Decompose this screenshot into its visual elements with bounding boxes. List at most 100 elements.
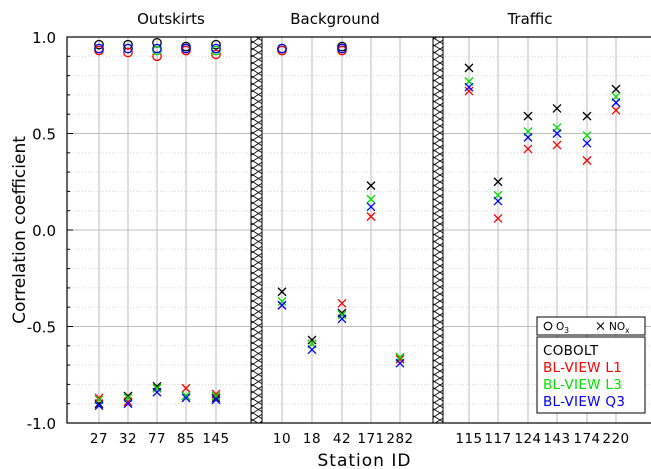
legend-series-label: BL-VIEW L1	[543, 360, 622, 376]
nox-point	[337, 314, 347, 324]
x-tick-label: 282	[386, 431, 413, 447]
o3-point	[152, 37, 162, 48]
nox-point	[366, 194, 376, 204]
nox-point	[307, 335, 317, 345]
x-axis-label: Station ID	[318, 451, 412, 469]
nox-point	[152, 383, 162, 393]
legend-nox-label: NOx	[609, 321, 630, 335]
o3-point	[181, 43, 191, 54]
nox-point	[181, 391, 191, 401]
nox-point	[464, 82, 474, 92]
x-tick-label: 117	[484, 431, 511, 447]
o3-point	[211, 43, 221, 54]
nox-point	[211, 393, 221, 403]
nox-point	[582, 156, 592, 165]
o3-point	[211, 39, 221, 50]
nox-point	[493, 177, 503, 187]
nox-point	[277, 287, 287, 297]
group-separator	[432, 36, 444, 424]
nox-point	[523, 132, 533, 142]
nox-point	[211, 395, 221, 405]
nox-point	[94, 401, 104, 411]
nox-point	[123, 399, 133, 409]
nox-point	[523, 111, 533, 121]
nox-point	[366, 212, 376, 221]
nox-point	[307, 345, 317, 355]
o3-point	[94, 43, 104, 54]
o3-point	[123, 39, 133, 50]
o3-point	[211, 49, 221, 60]
nox-point	[94, 393, 104, 403]
nox-point	[366, 202, 376, 212]
legend-o3-marker	[543, 321, 553, 331]
nox-point	[493, 196, 503, 206]
x-tick-label: 171	[357, 431, 384, 447]
legend-series-label: BL-VIEW Q3	[543, 394, 625, 410]
o3-point	[123, 47, 133, 58]
nox-point	[277, 296, 287, 306]
x-tick-label: 145	[202, 431, 229, 447]
x-tick-label: 85	[177, 431, 195, 447]
plot-frame	[66, 36, 651, 424]
x-tick-label: 115	[455, 431, 482, 447]
nox-point	[395, 354, 405, 364]
nox-point	[611, 98, 621, 108]
nox-point	[123, 397, 133, 407]
o3-point	[277, 43, 287, 54]
nox-point	[337, 310, 347, 320]
nox-point	[582, 138, 592, 148]
nox-point	[611, 84, 621, 94]
y-tick-label: 0.5	[32, 126, 56, 144]
x-tick-label: 10	[273, 431, 291, 447]
nox-point	[464, 86, 474, 96]
nox-point	[181, 383, 191, 393]
series-legend-box	[536, 336, 646, 414]
legend-series-label: COBOLT	[543, 343, 599, 359]
nox-point	[277, 300, 287, 310]
group-title: Traffic	[506, 10, 552, 28]
x-tick-label: 42	[333, 431, 351, 447]
x-tick-label: 27	[90, 431, 108, 447]
legend-nox-marker	[596, 322, 605, 330]
y-tick-label: 1.0	[32, 29, 56, 47]
o3-point	[94, 39, 104, 50]
nox-point	[611, 105, 621, 115]
nox-point	[493, 213, 503, 223]
o3-point	[337, 43, 347, 54]
x-tick-label: 220	[602, 431, 629, 447]
y-tick-label: -1.0	[27, 415, 56, 433]
o3-point	[152, 43, 162, 54]
x-tick-label: 18	[303, 431, 321, 447]
x-tick-label: 124	[514, 431, 541, 447]
x-tick-label: 174	[573, 431, 600, 447]
legend-o3-sub: 3	[564, 326, 569, 335]
o3-point	[152, 51, 162, 62]
o3-point	[123, 43, 133, 54]
nox-point	[464, 63, 474, 73]
group-separator	[250, 36, 263, 424]
legend-series-label: BL-VIEW L3	[543, 377, 622, 393]
nox-point	[552, 140, 562, 150]
y-tick-label: 0.0	[32, 222, 56, 240]
nox-point	[337, 298, 347, 308]
nox-point	[395, 358, 405, 368]
y-axis-label: Correlation coefficient	[10, 136, 30, 324]
group-title: Background	[290, 10, 380, 28]
x-tick-label: 77	[148, 431, 166, 447]
nox-point	[552, 129, 562, 138]
nox-point	[366, 181, 376, 191]
x-tick-label: 32	[119, 431, 137, 447]
nox-point	[582, 111, 592, 121]
nox-point	[582, 130, 592, 140]
legend-nox-sub: x	[625, 326, 630, 335]
nox-point	[523, 144, 533, 154]
nox-point	[181, 393, 191, 403]
x-tick-label: 143	[543, 431, 570, 447]
group-title: Outskirts	[137, 10, 205, 28]
nox-point	[152, 387, 162, 397]
nox-point	[552, 103, 562, 113]
nox-point	[211, 391, 221, 401]
marker-legend-box	[536, 316, 646, 336]
y-tick-label: -0.5	[27, 319, 56, 337]
